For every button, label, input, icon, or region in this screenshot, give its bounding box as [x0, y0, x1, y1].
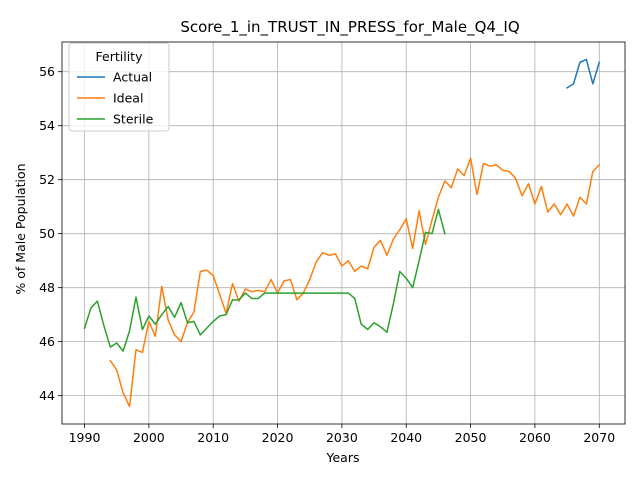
- legend-label-actual: Actual: [113, 70, 152, 85]
- y-tick-label: 56: [39, 64, 55, 79]
- x-tick-label: 2010: [197, 430, 229, 445]
- x-axis-ticks: 1990 2000 2010 2020 2030 2040 2050 2060 2070: [69, 424, 615, 445]
- legend-title: Fertility: [96, 49, 144, 64]
- legend-label-ideal: Ideal: [113, 91, 143, 106]
- y-tick-label: 50: [39, 226, 55, 241]
- x-tick-label: 2000: [133, 430, 165, 445]
- axes-border: [61, 41, 626, 425]
- x-axis-label: Years: [326, 450, 360, 465]
- x-tick-label: 2070: [583, 430, 615, 445]
- y-tick-label: 46: [39, 334, 55, 349]
- x-tick-label: 2020: [262, 430, 294, 445]
- legend: Fertility Actual Ideal Sterile: [68, 42, 170, 132]
- x-tick-label: 2030: [326, 430, 358, 445]
- chart-title: Score_1_in_TRUST_IN_PRESS_for_Male_Q4_IQ: [180, 18, 519, 37]
- series-line-actual: [566, 58, 601, 89]
- axes-frame: [61, 41, 626, 425]
- series-lines: [83, 58, 601, 408]
- series-line-ideal: [109, 157, 601, 408]
- y-tick-label: 54: [39, 118, 55, 133]
- y-tick-label: 44: [39, 388, 55, 403]
- y-tick-label: 48: [39, 280, 55, 295]
- grid-lines: [62, 42, 625, 424]
- x-tick-label: 1990: [69, 430, 101, 445]
- y-axis-label: % of Male Population: [13, 163, 28, 294]
- legend-box: [68, 42, 170, 132]
- x-tick-label: 2050: [455, 430, 487, 445]
- x-tick-label: 2060: [519, 430, 551, 445]
- y-axis-ticks: 44 46 48 50 52 54 56: [39, 64, 62, 403]
- x-tick-label: 2040: [390, 430, 422, 445]
- legend-label-sterile: Sterile: [113, 112, 154, 127]
- series-line-sterile: [83, 208, 446, 352]
- y-tick-label: 52: [39, 172, 55, 187]
